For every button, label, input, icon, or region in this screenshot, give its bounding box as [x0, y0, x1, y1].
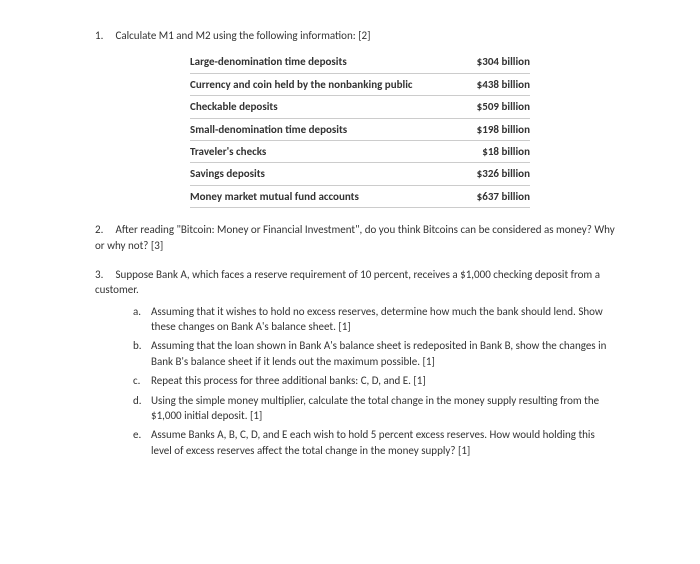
row-label: Large-denomination time deposits: [190, 54, 477, 69]
row-value: $438 billion: [477, 77, 530, 92]
question-1: 1. Calculate M1 and M2 using the followi…: [95, 28, 615, 208]
table-row: Large-denomination time deposits $304 bi…: [190, 51, 530, 73]
row-value: $18 billion: [482, 144, 530, 159]
sub-text: Using the simple money multiplier, calcu…: [151, 393, 615, 424]
q3-text: Suppose Bank A, which faces a reserve re…: [95, 268, 600, 296]
q1-data-table: Large-denomination time deposits $304 bi…: [190, 51, 530, 208]
sub-item-d: d. Using the simple money multiplier, ca…: [133, 393, 615, 424]
sub-item-a: a. Assuming that it wishes to hold no ex…: [133, 304, 615, 335]
question-2: 2. After reading "Bitcoin: Money or Fina…: [95, 222, 615, 253]
row-label: Savings deposits: [190, 166, 477, 181]
sub-text: Assuming that the loan shown in Bank A's…: [151, 338, 615, 369]
q2-text: After reading "Bitcoin: Money or Financi…: [95, 223, 615, 251]
row-label: Checkable deposits: [190, 99, 477, 114]
sub-text: Assume Banks A, B, C, D, and E each wish…: [151, 427, 615, 458]
sub-text: Repeat this process for three additional…: [151, 373, 615, 388]
sub-letter: c.: [133, 373, 151, 388]
table-row: Currency and coin held by the nonbanking…: [190, 74, 530, 96]
sub-item-e: e. Assume Banks A, B, C, D, and E each w…: [133, 427, 615, 458]
table-row: Checkable deposits $509 billion: [190, 96, 530, 118]
row-value: $326 billion: [477, 166, 530, 181]
q1-text: Calculate M1 and M2 using the following …: [116, 29, 371, 42]
row-label: Small-denomination time deposits: [190, 122, 477, 137]
q1-number: 1.: [95, 28, 113, 43]
sub-letter: e.: [133, 427, 151, 458]
table-row: Money market mutual fund accounts $637 b…: [190, 186, 530, 208]
table-row: Savings deposits $326 billion: [190, 163, 530, 185]
sub-text: Assuming that it wishes to hold no exces…: [151, 304, 615, 335]
row-value: $637 billion: [477, 189, 530, 204]
q3-sublist: a. Assuming that it wishes to hold no ex…: [133, 304, 615, 459]
row-value: $198 billion: [477, 122, 530, 137]
q2-number: 2.: [95, 222, 113, 237]
table-row: Traveler's checks $18 billion: [190, 141, 530, 163]
q3-number: 3.: [95, 267, 113, 282]
table-row: Small-denomination time deposits $198 bi…: [190, 119, 530, 141]
question-3: 3. Suppose Bank A, which faces a reserve…: [95, 267, 615, 458]
row-label: Traveler's checks: [190, 144, 482, 159]
sub-letter: d.: [133, 393, 151, 424]
sub-item-b: b. Assuming that the loan shown in Bank …: [133, 338, 615, 369]
sub-item-c: c. Repeat this process for three additio…: [133, 373, 615, 388]
row-label: Currency and coin held by the nonbanking…: [190, 77, 477, 92]
sub-letter: a.: [133, 304, 151, 335]
row-label: Money market mutual fund accounts: [190, 189, 477, 204]
row-value: $509 billion: [477, 99, 530, 114]
sub-letter: b.: [133, 338, 151, 369]
row-value: $304 billion: [477, 54, 530, 69]
